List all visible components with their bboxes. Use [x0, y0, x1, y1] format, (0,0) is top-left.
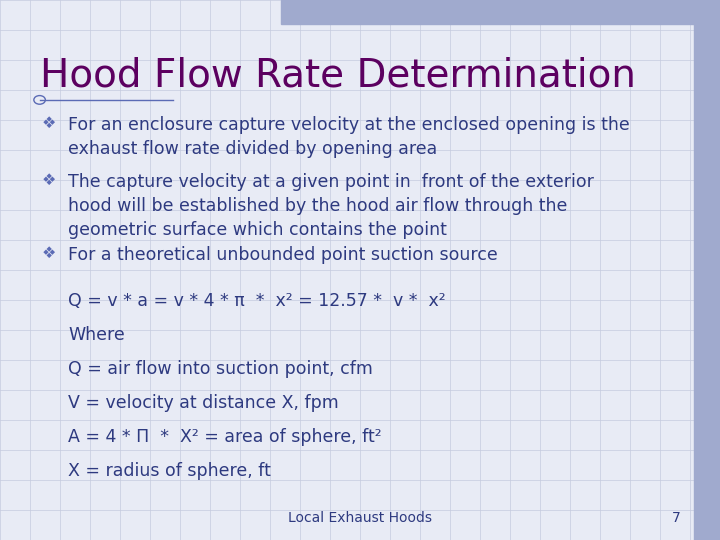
- Text: Local Exhaust Hoods: Local Exhaust Hoods: [288, 511, 432, 525]
- Text: 7: 7: [672, 511, 680, 525]
- Text: Where: Where: [68, 326, 125, 343]
- Text: V = velocity at distance X, fpm: V = velocity at distance X, fpm: [68, 394, 339, 411]
- Bar: [281, 0, 720, 24]
- Bar: [694, 0, 720, 540]
- Text: For an enclosure capture velocity at the enclosed opening is the
exhaust flow ra: For an enclosure capture velocity at the…: [68, 116, 630, 158]
- Text: ❖: ❖: [42, 246, 56, 261]
- Text: Q = air flow into suction point, cfm: Q = air flow into suction point, cfm: [68, 360, 373, 377]
- Text: Q = v * a = v * 4 * π  *  x² = 12.57 *  v *  x²: Q = v * a = v * 4 * π * x² = 12.57 * v *…: [68, 292, 446, 309]
- Text: A = 4 * Π  *  X² = area of sphere, ft²: A = 4 * Π * X² = area of sphere, ft²: [68, 428, 382, 445]
- Text: For a theoretical unbounded point suction source: For a theoretical unbounded point suctio…: [68, 246, 498, 264]
- Text: X = radius of sphere, ft: X = radius of sphere, ft: [68, 462, 271, 480]
- Text: The capture velocity at a given point in  front of the exterior
hood will be est: The capture velocity at a given point in…: [68, 173, 594, 239]
- Text: ❖: ❖: [42, 173, 56, 188]
- Text: ❖: ❖: [42, 116, 56, 131]
- Text: Hood Flow Rate Determination: Hood Flow Rate Determination: [40, 57, 636, 94]
